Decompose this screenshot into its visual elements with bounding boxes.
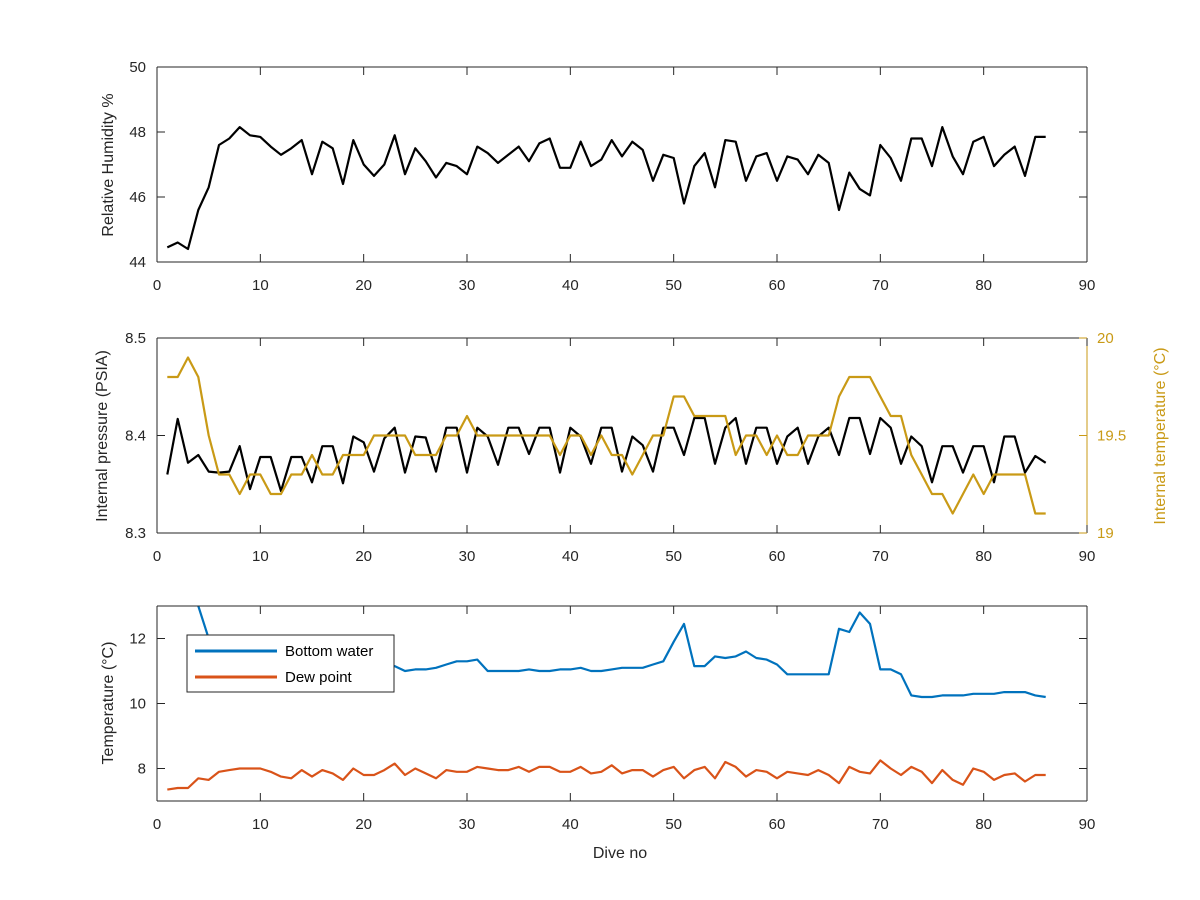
- series-group: [166, 125, 1046, 251]
- x-tick-label: 40: [562, 548, 579, 565]
- legend: Bottom water Dew point: [186, 634, 395, 693]
- y-tick-label: 44: [129, 254, 146, 271]
- x-tick-label: 40: [562, 277, 579, 294]
- pressure-temperature-plot-area: 0 10 20 30 40 50 60 70 80 90 8.3 8.4 8.5 19 19.5 20: [125, 330, 1126, 565]
- x-tick-label: 70: [872, 548, 889, 565]
- x-tick-label: 40: [562, 816, 579, 833]
- humidity-plot-area: 0 10 20 30 40 50 60 70 80 90 44 46 48 50: [129, 59, 1095, 294]
- legend-label-bottom-water: Bottom water: [285, 643, 373, 660]
- x-tick-label: 0: [153, 548, 161, 565]
- x-tick-label: 20: [355, 277, 372, 294]
- legend-label-dew-point: Dew point: [285, 669, 353, 686]
- y-tick-label: 8.5: [125, 330, 146, 347]
- x-tick-label: 60: [769, 548, 786, 565]
- dive-no-xlabel: Dive no: [593, 845, 647, 862]
- y-right-tick-label: 19: [1097, 525, 1114, 542]
- humidity-panel: Relative Humidity % 0 10 20 30 40 50 60 70 80 90 4…: [100, 59, 1095, 294]
- y-tick-label: 8.3: [125, 525, 146, 542]
- x-tick-label: 60: [769, 277, 786, 294]
- x-tick-label: 90: [1079, 548, 1096, 565]
- x-tick-label: 10: [252, 277, 269, 294]
- humidity-ylabel: Relative Humidity %: [100, 93, 117, 236]
- x-tick-label: 90: [1079, 816, 1096, 833]
- internal-temperature-ylabel: Internal temperature (°C): [1152, 347, 1169, 524]
- legend-box: [186, 634, 395, 693]
- y-tick-label: 50: [129, 59, 146, 76]
- x-tick-label: 30: [459, 277, 476, 294]
- series-group: [166, 356, 1047, 515]
- x-tick-label: 0: [153, 277, 161, 294]
- x-tick-label: 10: [252, 548, 269, 565]
- x-tick-label: 30: [459, 548, 476, 565]
- y-tick-label: 48: [129, 124, 146, 141]
- x-tick-label: 50: [665, 816, 682, 833]
- series-line-internal-pressure: [166, 416, 1047, 493]
- x-tick-label: 50: [665, 277, 682, 294]
- y-tick-label: 10: [129, 696, 146, 713]
- x-tick-label: 70: [872, 816, 889, 833]
- temperature-ylabel: Temperature (°C): [100, 642, 117, 765]
- temperature-panel: Temperature (°C) Dive no 0 10 20 30 40 50 60 70…: [100, 605, 1096, 862]
- series-line-internal-temperature: [167, 356, 1046, 515]
- y-tick-label: 8: [138, 761, 146, 778]
- y-right-tick-label: 19.5: [1097, 428, 1126, 445]
- y-right-tick-label: 20: [1097, 330, 1114, 347]
- x-tick-label: 80: [975, 816, 992, 833]
- x-tick-label: 90: [1079, 277, 1096, 294]
- series-line-relative-humidity: [166, 125, 1046, 251]
- x-tick-label: 20: [355, 548, 372, 565]
- x-tick-label: 80: [975, 277, 992, 294]
- y-tick-label: 8.4: [125, 428, 146, 445]
- y-tick-label: 12: [129, 631, 146, 648]
- x-tick-label: 50: [665, 548, 682, 565]
- x-tick-label: 0: [153, 816, 161, 833]
- x-tick-label: 70: [872, 277, 889, 294]
- x-tick-label: 30: [459, 816, 476, 833]
- x-tick-label: 60: [769, 816, 786, 833]
- pressure-temperature-panel: Internal pressure (PSIA) Internal temper…: [94, 330, 1169, 565]
- y-tick-label: 46: [129, 189, 146, 206]
- pressure-ylabel: Internal pressure (PSIA): [94, 350, 111, 522]
- temperature-plot-area: 0 10 20 30 40 50 60 70 80 90 8 10 12: [129, 605, 1096, 833]
- x-tick-label: 20: [355, 816, 372, 833]
- x-tick-label: 10: [252, 816, 269, 833]
- series-line-dew-point: [167, 759, 1046, 791]
- x-tick-label: 80: [975, 548, 992, 565]
